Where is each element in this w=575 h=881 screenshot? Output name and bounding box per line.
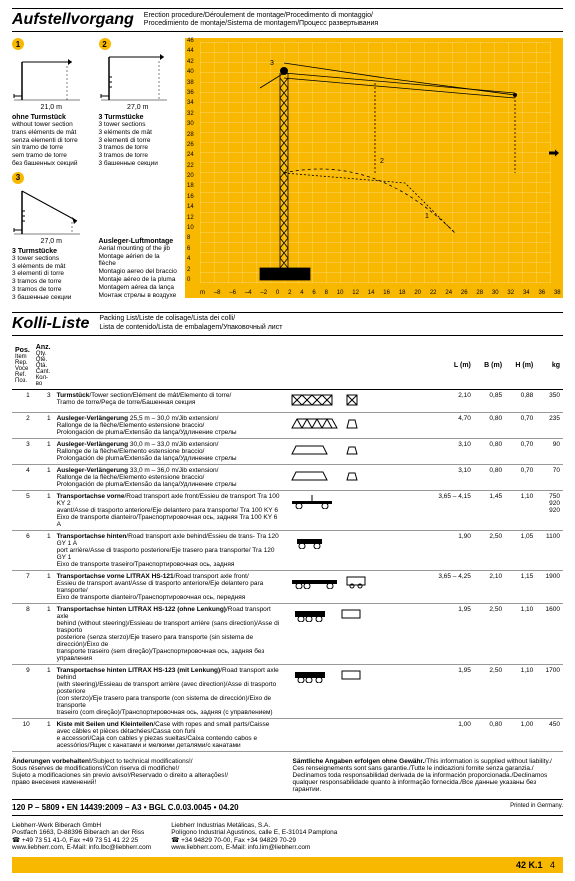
- crane-icon-2: [99, 52, 169, 102]
- table-row: 51Transportachse vorne/Road transport ax…: [12, 490, 563, 530]
- packing-table: Pos.Item Rep. Voce Ref. Поз. Anz.Qty. Qt…: [12, 342, 563, 752]
- th-l: L (m): [424, 342, 474, 390]
- kolli-header: Kolli-Liste Packing List/Liste de colisa…: [12, 312, 563, 336]
- chart-crane-silhouette: 3 2 1: [225, 53, 525, 283]
- config-2: 2 27,0 m 3 Turmstücke 3 tower sections 3…: [99, 38, 178, 168]
- table-row: 41Ausleger-Verlängerung 33,0 m – 36,0 m/…: [12, 464, 563, 490]
- table-row: 101Kiste mit Seilen und Kleinteilen/Case…: [12, 718, 563, 751]
- footer-right: Sämtliche Angaben erfolgen ohne Gewähr./…: [293, 758, 564, 793]
- config-4-trans: Aerial mounting of the jib Montage aérie…: [99, 245, 178, 300]
- table-row: 91Transportachse hinten LITRAX HS-123 (m…: [12, 664, 563, 718]
- spec-line: 120 P – 5809 • EN 14439:2009 – A3 • BGL …: [12, 799, 563, 816]
- table-row: 81Transportachse hinten LITRAX HS-122 (o…: [12, 603, 563, 664]
- company-2: Liebherr Industrias Metálicas, S.A. Polí…: [171, 822, 337, 851]
- th-h: H (m): [505, 342, 536, 390]
- erection-layout: 1 21,0 m ohne Turmstück without tower se…: [12, 38, 563, 302]
- config-2-dim: 27,0 m: [99, 104, 178, 111]
- badge-3: 3: [12, 172, 24, 184]
- config-1-label: ohne Turmstück: [12, 114, 91, 121]
- table-row: 71Transportachse vorne LITRAX HS-121/Roa…: [12, 570, 563, 603]
- config-2-trans: 3 tower sections 3 eléments de mât 3 ele…: [99, 121, 178, 168]
- company-footer: Liebherr-Werk Biberach GmbH Postfach 166…: [12, 822, 563, 851]
- config-1-trans: without tower section trans eléments de …: [12, 121, 91, 168]
- th-pos: Pos.Item Rep. Voce Ref. Поз.: [12, 342, 33, 390]
- config-4: Ausleger-Luftmontage Aerial mounting of …: [99, 172, 178, 302]
- table-row: 13Turmstück/Tower section/Elément de mât…: [12, 389, 563, 412]
- svg-text:3: 3: [270, 60, 274, 67]
- svg-text:1: 1: [425, 213, 429, 220]
- kolli-title: Kolli-Liste: [12, 313, 99, 335]
- erection-chart: 4644424038363432302826242220181614121086…: [185, 38, 563, 298]
- config-1: 1 21,0 m ohne Turmstück without tower se…: [12, 38, 91, 168]
- config-2-label: 3 Turmstücke: [99, 114, 178, 121]
- config-3: 3 27,0 m 3 Turmstücke 3 tower sections 3…: [12, 172, 91, 302]
- config-column: 1 21,0 m ohne Turmstück without tower se…: [12, 38, 177, 302]
- kolli-subtitle: Packing List/Liste de colisage/Lista dei…: [99, 315, 282, 332]
- erection-header: Aufstellvorgang Erection procedure/Dérou…: [12, 8, 563, 32]
- config-3-trans: 3 tower sections 3 eléments de mât 3 ele…: [12, 255, 91, 302]
- badge-1: 1: [12, 38, 24, 50]
- model-label: 42 K.1: [516, 860, 543, 870]
- th-desc: [54, 342, 284, 390]
- erection-subtitle: Erection procedure/Déroulement de montag…: [144, 12, 378, 29]
- th-qty: Anz.Qty. Qté. Qtà. Cant. Кол-во: [33, 342, 54, 390]
- badge-2: 2: [99, 38, 111, 50]
- th-img: [284, 342, 424, 390]
- table-row: 61Transportachse hinten/Road transport a…: [12, 530, 563, 570]
- page-footer: 42 K.1 4: [12, 857, 563, 873]
- svg-text:2: 2: [380, 158, 384, 165]
- table-body: 13Turmstück/Tower section/Elément de mât…: [12, 389, 563, 751]
- chart-xaxis: m–8–6–4–20246810121416182022242628303234…: [200, 290, 561, 296]
- config-3-dim: 27,0 m: [12, 238, 91, 245]
- footer-notes: Änderungen vorbehalten!/Subject to techn…: [12, 758, 563, 793]
- config-3-label: 3 Turmstücke: [12, 248, 91, 255]
- config-1-dim: 21,0 m: [12, 104, 91, 111]
- table-row: 21Ausleger-Verlängerung 25,5 m – 30,0 m/…: [12, 412, 563, 438]
- crane-icon-1: [12, 52, 82, 102]
- page-number: 4: [550, 860, 555, 870]
- footer-left: Änderungen vorbehalten!/Subject to techn…: [12, 758, 283, 793]
- chart-yaxis: 4644424038363432302826242220181614121086…: [187, 38, 194, 283]
- crane-icon-3: [12, 186, 82, 236]
- table-row: 31Ausleger-Verlängerung 30,0 m – 33,0 m/…: [12, 438, 563, 464]
- th-b: B (m): [474, 342, 505, 390]
- erection-title: Aufstellvorgang: [12, 9, 144, 31]
- th-kg: kg: [536, 342, 563, 390]
- company-1: Liebherr-Werk Biberach GmbH Postfach 166…: [12, 822, 151, 851]
- printed-label: Printed in Germany.: [510, 803, 563, 809]
- config-4-label: Ausleger-Luftmontage: [99, 238, 178, 245]
